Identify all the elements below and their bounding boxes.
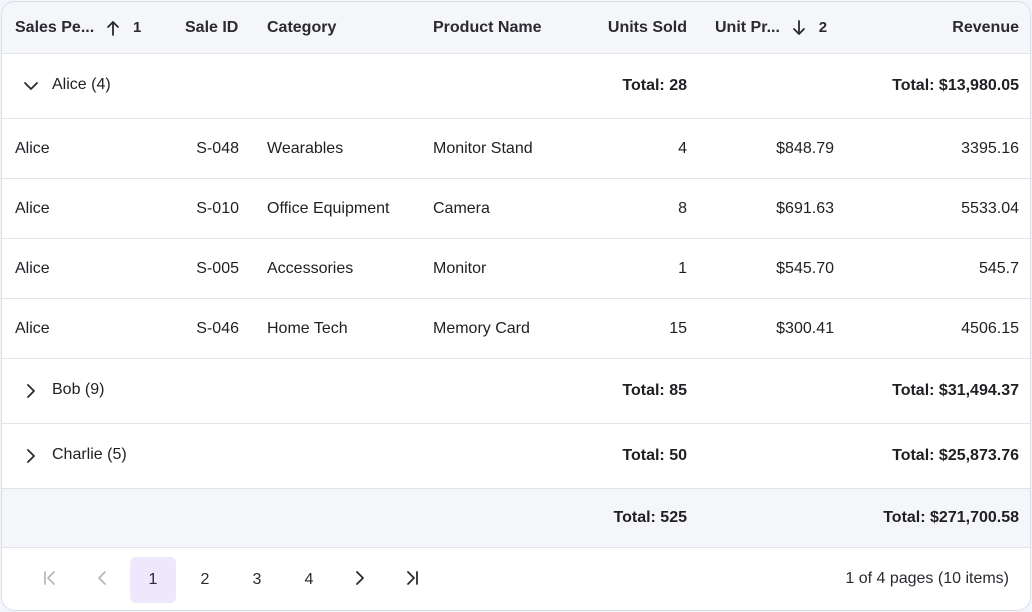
footer-units-total: Total: 525 xyxy=(613,509,688,526)
column-header-sales-person[interactable]: Sales Pe... 1 xyxy=(15,2,165,53)
chevron-down-icon[interactable] xyxy=(20,75,42,97)
first-page-button[interactable] xyxy=(27,557,73,603)
table-row[interactable]: Alice S-046 Home Tech Memory Card 15 $30… xyxy=(2,299,1030,359)
next-page-icon xyxy=(351,569,369,592)
footer-summary-row: Total: 525 Total: $271,700.58 xyxy=(2,489,1030,548)
group-row-charlie[interactable]: Charlie (5) Total: 50 Total: $25,873.76 xyxy=(2,424,1030,489)
cell-category: Wearables xyxy=(267,139,344,157)
cell-revenue: 5533.04 xyxy=(961,199,1019,217)
sort-order-badge: 2 xyxy=(818,19,828,36)
cell-sales-person: Alice xyxy=(15,139,50,157)
page-button-4[interactable]: 4 xyxy=(304,571,314,588)
page-button-2[interactable]: 2 xyxy=(200,571,210,588)
column-header-label: Revenue xyxy=(952,18,1019,36)
cell-sales-person: Alice xyxy=(15,259,50,277)
group-row-bob[interactable]: Bob (9) Total: 85 Total: $31,494.37 xyxy=(2,359,1030,424)
cell-revenue: 545.7 xyxy=(978,259,1019,277)
chevron-right-icon[interactable] xyxy=(20,445,42,467)
table-row[interactable]: Alice S-005 Accessories Monitor 1 $545.7… xyxy=(2,239,1030,299)
cell-unit-price: $545.70 xyxy=(776,259,834,277)
group-toggle[interactable]: Charlie (5) xyxy=(20,424,127,488)
column-header-label: Units Sold xyxy=(607,18,687,36)
group-units-total: Total: 28 xyxy=(622,77,687,94)
cell-category: Accessories xyxy=(267,259,354,277)
pager-info: 1 of 4 pages (10 items) xyxy=(845,570,1009,587)
column-header-product-name[interactable]: Product Name xyxy=(433,2,541,53)
group-units-total: Total: 85 xyxy=(622,382,687,399)
table-row[interactable]: Alice S-010 Office Equipment Camera 8 $6… xyxy=(2,179,1030,239)
chevron-right-icon[interactable] xyxy=(20,380,42,402)
header-row: Sales Pe... 1 Sale ID Category Product N… xyxy=(2,2,1030,54)
cell-unit-price: $691.63 xyxy=(776,199,834,217)
cell-category: Home Tech xyxy=(267,319,348,337)
group-revenue-total: Total: $31,494.37 xyxy=(892,382,1019,399)
group-revenue-total: Total: $13,980.05 xyxy=(892,77,1019,94)
last-page-button[interactable] xyxy=(389,557,435,603)
table-row[interactable]: Alice S-048 Wearables Monitor Stand 4 $8… xyxy=(2,119,1030,179)
last-page-icon xyxy=(403,569,421,592)
column-header-label: Sale ID xyxy=(185,18,239,36)
first-page-icon xyxy=(41,569,59,592)
cell-units-sold: 1 xyxy=(678,259,687,277)
cell-sale-id: S-048 xyxy=(196,139,239,157)
cell-sale-id: S-005 xyxy=(196,259,239,277)
group-label: Bob (9) xyxy=(52,381,105,398)
group-row-alice[interactable]: Alice (4) Total: 28 Total: $13,980.05 xyxy=(2,54,1030,119)
cell-product-name: Camera xyxy=(433,199,490,217)
group-toggle[interactable]: Bob (9) xyxy=(20,359,104,423)
cell-units-sold: 8 xyxy=(678,199,687,217)
column-header-category[interactable]: Category xyxy=(267,2,336,53)
group-units-total: Total: 50 xyxy=(622,447,687,464)
cell-revenue: 3395.16 xyxy=(961,139,1019,157)
cell-product-name: Monitor xyxy=(433,259,487,277)
cell-unit-price: $300.41 xyxy=(776,319,834,337)
sort-order-badge: 1 xyxy=(133,19,142,36)
cell-units-sold: 4 xyxy=(678,139,687,157)
group-label: Alice (4) xyxy=(52,76,111,93)
next-page-button[interactable] xyxy=(337,557,383,603)
page-button-1[interactable]: 1 xyxy=(130,557,176,603)
cell-sale-id: S-010 xyxy=(196,199,239,217)
cell-category: Office Equipment xyxy=(267,199,390,217)
column-header-label: Product Name xyxy=(433,18,542,36)
sort-descending-icon xyxy=(792,19,806,36)
cell-unit-price: $848.79 xyxy=(776,139,834,157)
cell-revenue: 4506.15 xyxy=(961,319,1019,337)
cell-units-sold: 15 xyxy=(669,319,687,337)
column-header-label: Category xyxy=(267,18,337,36)
column-header-label: Unit Pr... xyxy=(715,18,780,36)
cell-product-name: Monitor Stand xyxy=(433,139,533,157)
column-header-revenue[interactable]: Revenue xyxy=(862,2,1019,53)
group-toggle[interactable]: Alice (4) xyxy=(20,54,111,118)
cell-product-name: Memory Card xyxy=(433,319,530,337)
previous-page-button[interactable] xyxy=(79,557,125,603)
footer-revenue-total: Total: $271,700.58 xyxy=(883,509,1019,526)
column-header-units-sold[interactable]: Units Sold xyxy=(562,2,687,53)
group-revenue-total: Total: $25,873.76 xyxy=(892,447,1019,464)
column-header-sale-id[interactable]: Sale ID xyxy=(185,2,238,53)
sort-ascending-icon xyxy=(106,20,120,36)
cell-sales-person: Alice xyxy=(15,319,50,337)
column-header-unit-price[interactable]: Unit Pr... 2 xyxy=(715,2,834,53)
column-header-label: Sales Pe... xyxy=(15,18,95,36)
cell-sale-id: S-046 xyxy=(196,319,239,337)
cell-sales-person: Alice xyxy=(15,199,50,217)
previous-page-icon xyxy=(93,569,111,592)
pager: 1 2 3 4 1 of 4 pages (10 items) xyxy=(2,548,1030,610)
group-label: Charlie (5) xyxy=(52,446,127,463)
page-button-3[interactable]: 3 xyxy=(252,571,262,588)
